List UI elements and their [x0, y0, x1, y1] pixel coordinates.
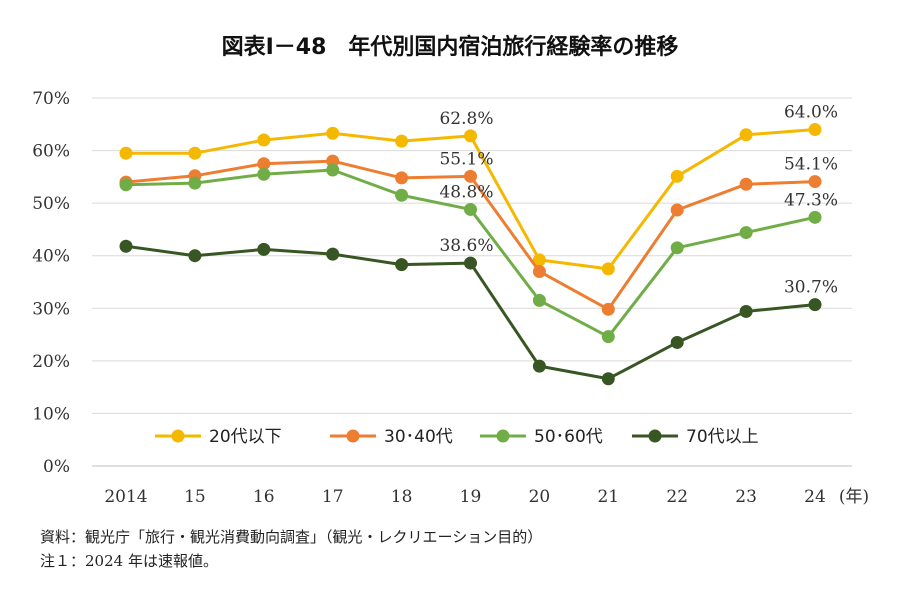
data-point — [257, 157, 271, 171]
y-tick-label: 60% — [32, 142, 70, 162]
series-lines — [119, 123, 822, 386]
chart-title: 図表Ⅰ－48 年代別国内宿泊旅行経験率の推移 — [222, 34, 679, 60]
x-tick-label: 23 — [735, 487, 757, 507]
data-point — [395, 188, 409, 202]
footnote: 注１：2024 年は速報値。 — [40, 552, 218, 570]
data-point — [532, 293, 546, 307]
data-point — [326, 126, 340, 140]
data-label: 55.1% — [439, 149, 493, 169]
data-point — [601, 372, 615, 386]
legend-item: 70代以上 — [632, 427, 759, 447]
data-point — [601, 262, 615, 276]
series-4 — [119, 239, 822, 386]
data-point — [464, 202, 477, 216]
data-point — [464, 256, 477, 270]
data-point — [808, 210, 822, 224]
x-tick-label: 15 — [184, 487, 206, 507]
data-point — [601, 330, 615, 344]
data-point — [739, 177, 753, 191]
data-point — [257, 167, 271, 181]
data-point — [395, 134, 409, 148]
x-tick-label: 21 — [597, 487, 619, 507]
data-point — [326, 154, 340, 168]
x-tick-label: 20 — [529, 487, 551, 507]
data-point — [326, 247, 340, 261]
data-point — [739, 226, 753, 240]
legend-swatch-marker — [171, 429, 185, 443]
data-point — [670, 241, 684, 255]
data-point — [188, 249, 202, 263]
data-point — [739, 304, 753, 318]
legend-swatch-marker — [346, 429, 360, 443]
data-point — [257, 242, 271, 256]
data-point — [464, 169, 477, 183]
data-point — [601, 302, 615, 316]
data-point — [808, 123, 822, 137]
data-point — [119, 146, 133, 160]
data-point — [670, 169, 684, 183]
x-tick-label: 17 — [322, 487, 344, 507]
legend-swatch-marker — [648, 429, 662, 443]
y-tick-label: 70% — [32, 89, 70, 109]
legend-item: 30･40代 — [330, 427, 453, 447]
data-point — [395, 171, 409, 185]
x-tick-label: 22 — [666, 487, 688, 507]
data-label: 47.3% — [784, 190, 838, 210]
y-axis-ticks: 0% 10% 20% 30% 40% 50% 60% 70% — [32, 89, 70, 477]
x-axis-ticks: 2014 15 16 17 18 19 20 21 22 23 24 — [104, 487, 825, 507]
legend-label: 30･40代 — [384, 427, 453, 447]
y-tick-label: 50% — [32, 194, 70, 214]
series-1 — [119, 123, 822, 276]
data-labels: 62.8% 55.1% 48.8% 38.6% 64.0% 54.1% 47.3% 30.7% — [439, 103, 838, 298]
data-point — [188, 176, 202, 190]
legend-label: 20代以下 — [209, 427, 282, 447]
y-tick-label: 20% — [32, 352, 70, 372]
data-point — [739, 128, 753, 142]
data-label: 38.6% — [439, 236, 493, 256]
data-point — [808, 298, 822, 312]
x-tick-label: 24 — [804, 487, 826, 507]
data-point — [532, 359, 546, 373]
x-tick-label: 19 — [460, 487, 482, 507]
y-tick-label: 40% — [32, 247, 70, 267]
legend-item: 50･60代 — [480, 427, 603, 447]
legend: 20代以下 30･40代 50･60代 70代以上 — [155, 427, 759, 447]
data-point — [532, 264, 546, 278]
data-label: 48.8% — [439, 182, 493, 202]
data-label: 30.7% — [784, 278, 838, 298]
x-tick-label: 18 — [391, 487, 413, 507]
data-point — [464, 129, 477, 143]
data-point — [257, 133, 271, 147]
y-tick-label: 10% — [32, 404, 70, 424]
data-label: 62.8% — [439, 109, 493, 129]
legend-item: 20代以下 — [155, 427, 282, 447]
source-note: 資料：観光庁「旅行・観光消費動向調査」（観光・レクリエーション目的） — [40, 528, 542, 546]
y-tick-label: 0% — [43, 457, 70, 477]
data-point — [670, 335, 684, 349]
data-point — [119, 239, 133, 253]
x-tick-label: 16 — [253, 487, 275, 507]
legend-label: 70代以上 — [686, 427, 759, 447]
data-point — [670, 203, 684, 217]
x-tick-label: 2014 — [104, 487, 147, 507]
data-point — [188, 146, 202, 160]
data-point — [395, 258, 409, 272]
series-3 — [119, 163, 822, 344]
data-point — [808, 175, 822, 189]
legend-swatch-marker — [496, 429, 510, 443]
data-point — [326, 163, 340, 177]
data-label: 54.1% — [784, 155, 838, 175]
series-2 — [119, 154, 822, 316]
data-label: 64.0% — [784, 103, 838, 123]
x-axis-unit: (年) — [839, 487, 869, 507]
legend-label: 50･60代 — [534, 427, 603, 447]
data-point — [532, 253, 546, 267]
y-tick-label: 30% — [32, 299, 70, 319]
data-point — [119, 178, 133, 192]
